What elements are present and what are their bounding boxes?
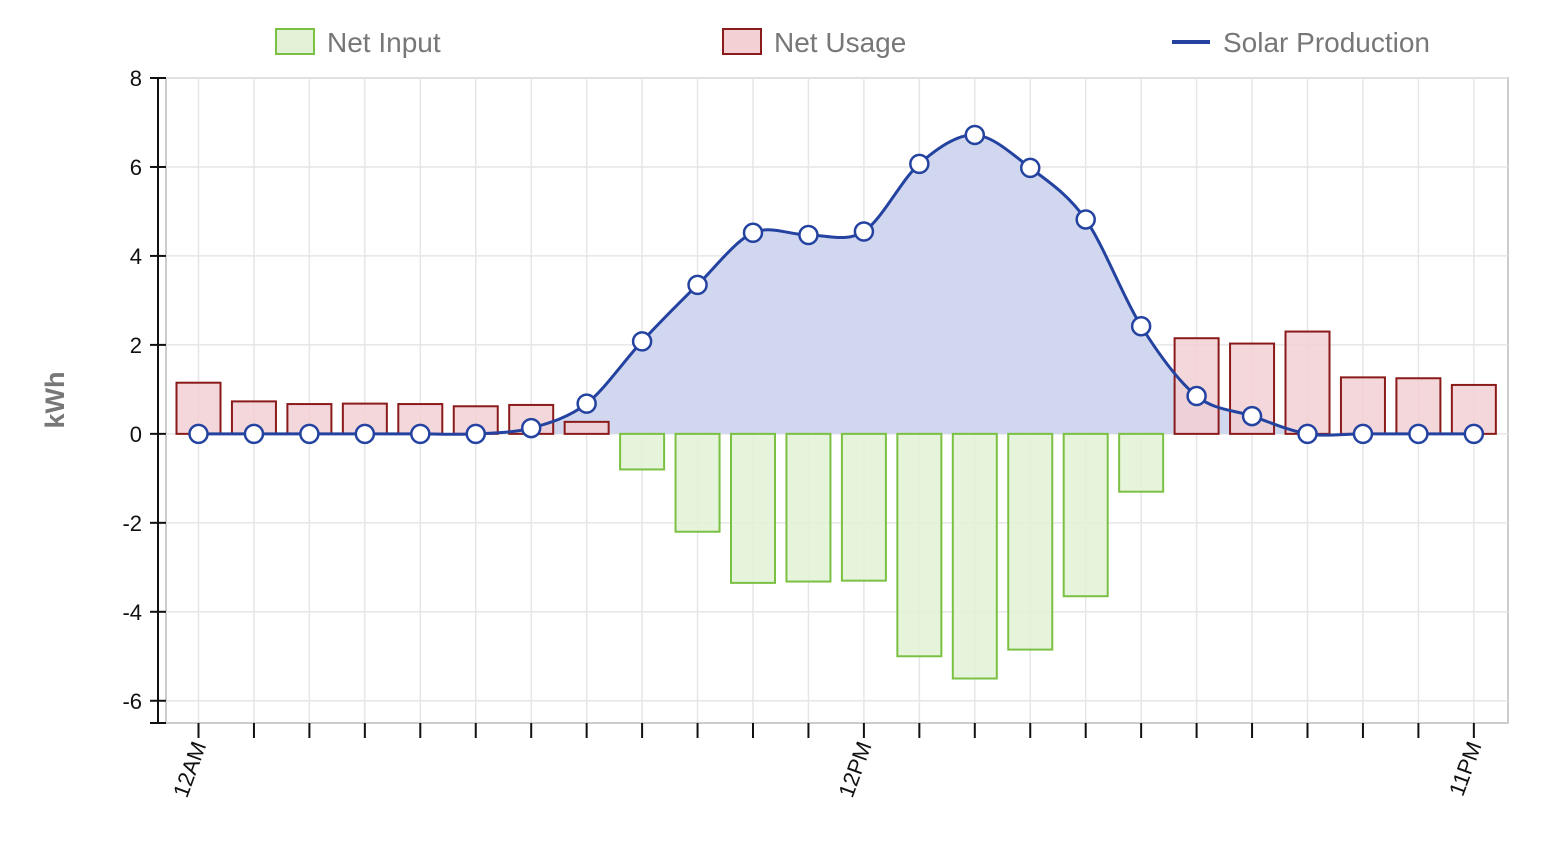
solar-production-point [909,153,930,175]
solar-production-point [1020,157,1041,179]
solar-production-point [1463,423,1485,445]
solar-production-point [410,423,431,445]
net-input-bar [785,432,832,583]
solar-production-point [1408,423,1429,445]
net-input-bar [674,432,721,533]
net-usage-bar [563,420,610,435]
y-axis-label: kWh [40,372,70,429]
solar-production-point [687,274,708,296]
x-tick-label: 12AM [168,738,211,801]
solar-production-point [1352,423,1374,445]
net-input-bar [730,432,776,584]
y-tick-label: 2 [130,333,142,358]
solar-production-point [1241,405,1263,427]
net-input-bar [1118,432,1165,493]
net-input-bar [840,432,887,582]
solar-production-point [1075,209,1096,230]
solar-production-point [798,224,819,246]
legend-label-net-usage: Net Usage [774,27,906,58]
legend: Net Input Net Usage Solar Production [275,27,1430,58]
solar-production-point [853,221,875,242]
solar-production-point [465,423,486,445]
solar-production-point [520,417,542,439]
legend-swatch-net-input [275,28,315,55]
y-tick-label: -2 [122,511,142,536]
solar-production-point [631,331,653,352]
solar-production-point [1297,423,1318,445]
y-tick-label: 8 [130,66,142,91]
x-tick-label: 12PM [833,738,876,801]
y-tick-label: 4 [130,244,142,269]
solar-production-point [299,423,320,445]
solar-production-point [243,423,265,445]
net-input-bar [1007,432,1054,651]
net-input-bar [1062,432,1109,598]
solar-production-point [742,222,764,244]
solar-production-point [188,423,209,445]
net-usage-bar [1284,330,1331,435]
solar-production-point [576,393,597,414]
legend-label-net-input: Net Input [327,27,441,58]
net-input-bar [951,432,998,680]
solar-production-point [1186,385,1207,407]
y-tick-label: -4 [122,600,142,625]
y-tick-label: 0 [130,422,142,447]
y-tick-label: 6 [130,155,142,180]
plot-area [165,77,1509,724]
solar-production-point [964,124,986,146]
legend-label-solar-production: Solar Production [1223,27,1430,58]
net-input-bar [896,432,943,658]
x-tick-label: 11PM [1444,738,1487,799]
solar-production-point [1130,315,1152,337]
y-tick-label: -6 [122,689,142,714]
solar-production-point [354,423,376,445]
legend-swatch-net-usage [722,28,762,55]
solar-production-area [198,134,1474,436]
net-input-bar [619,432,666,471]
